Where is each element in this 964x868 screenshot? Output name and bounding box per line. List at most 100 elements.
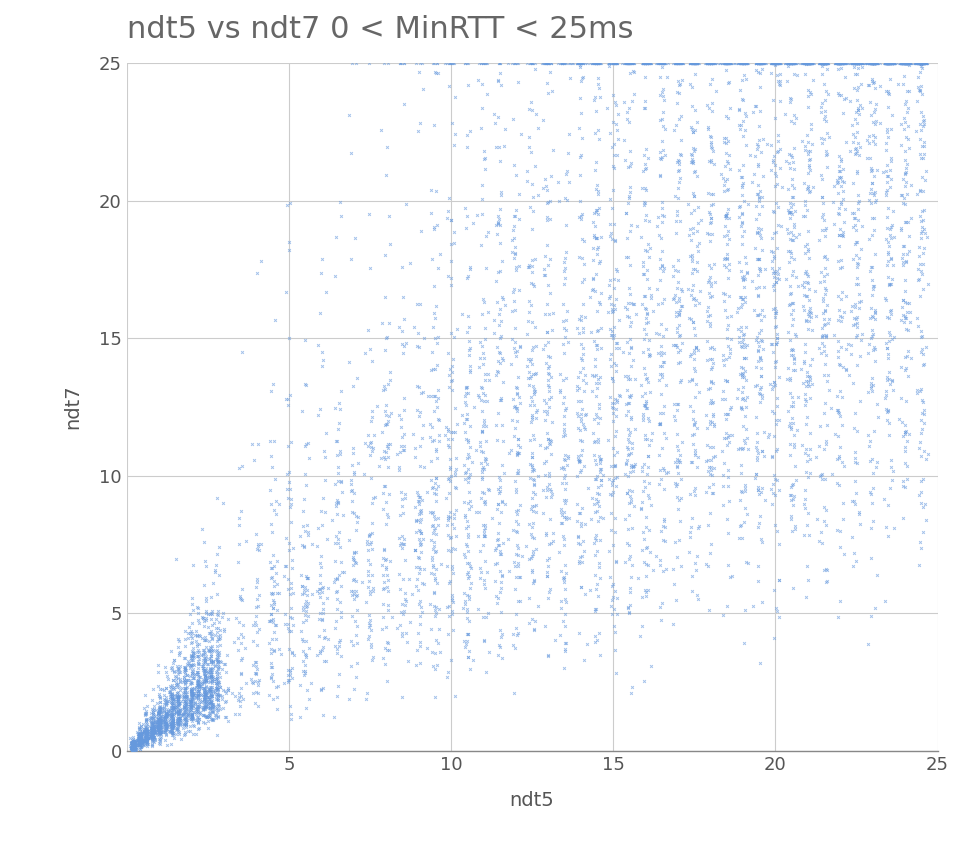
Point <box>540 432 555 446</box>
Point <box>771 573 787 587</box>
Point <box>537 268 552 282</box>
Point <box>867 56 882 70</box>
Point <box>185 653 201 667</box>
Point <box>797 194 813 207</box>
Point <box>159 739 174 753</box>
Point <box>621 56 636 70</box>
Point <box>850 214 866 227</box>
Point <box>506 281 522 295</box>
Point <box>145 725 160 739</box>
Point <box>231 589 247 603</box>
Point <box>124 739 140 753</box>
Point <box>198 667 213 681</box>
Point <box>764 261 780 275</box>
Point <box>164 720 179 734</box>
Point <box>622 552 637 566</box>
Point <box>415 605 430 619</box>
Point <box>719 238 735 252</box>
Point <box>447 90 463 104</box>
Point <box>123 740 139 754</box>
Point <box>508 56 523 70</box>
Point <box>183 709 199 723</box>
Point <box>768 444 784 458</box>
Point <box>671 163 686 177</box>
Point <box>717 56 733 70</box>
Point <box>447 127 463 141</box>
Point <box>201 607 216 621</box>
Point <box>294 632 309 646</box>
Point <box>572 453 587 467</box>
Point <box>687 56 703 70</box>
Point <box>571 56 586 70</box>
Point <box>886 56 901 70</box>
Point <box>262 483 278 496</box>
Point <box>920 447 935 461</box>
Point <box>837 56 852 70</box>
Point <box>689 255 705 269</box>
Point <box>426 279 442 293</box>
Point <box>267 503 282 517</box>
Point <box>365 490 381 504</box>
Point <box>181 694 197 708</box>
Point <box>381 642 396 656</box>
Point <box>639 401 655 415</box>
Point <box>778 107 793 121</box>
Point <box>857 56 872 70</box>
Point <box>188 705 203 719</box>
Point <box>170 694 185 707</box>
Point <box>587 56 602 70</box>
Point <box>899 120 915 134</box>
Point <box>898 255 914 269</box>
Point <box>125 734 141 748</box>
Point <box>146 727 161 740</box>
Point <box>204 671 220 685</box>
Point <box>847 112 863 126</box>
Point <box>751 56 766 70</box>
Point <box>504 413 520 427</box>
Point <box>623 388 638 402</box>
Point <box>641 214 656 228</box>
Point <box>153 701 169 715</box>
Point <box>170 717 185 731</box>
Point <box>832 164 847 178</box>
Point <box>441 628 456 641</box>
Point <box>913 151 928 165</box>
Point <box>362 613 378 627</box>
Point <box>558 512 574 526</box>
Point <box>706 440 721 454</box>
Point <box>606 602 622 615</box>
Point <box>172 727 187 741</box>
Point <box>426 659 442 673</box>
Point <box>158 705 174 719</box>
Point <box>189 634 204 648</box>
Point <box>190 715 205 729</box>
Point <box>849 56 865 70</box>
Point <box>441 438 456 452</box>
Point <box>510 556 525 570</box>
Point <box>541 550 556 564</box>
Point <box>912 56 927 70</box>
Point <box>653 151 668 165</box>
Point <box>716 294 732 308</box>
Point <box>487 312 502 326</box>
Point <box>618 251 633 265</box>
Point <box>655 56 670 70</box>
Point <box>863 151 878 165</box>
Point <box>796 56 812 70</box>
Point <box>147 723 162 737</box>
Point <box>490 532 505 546</box>
Point <box>704 56 719 70</box>
Point <box>203 689 219 703</box>
Point <box>711 56 727 70</box>
Point <box>185 557 201 571</box>
Point <box>458 386 473 400</box>
Point <box>263 586 279 600</box>
Point <box>177 690 193 704</box>
Point <box>879 56 895 70</box>
Point <box>131 736 147 750</box>
Point <box>525 575 541 589</box>
Point <box>916 282 931 296</box>
Point <box>163 711 178 725</box>
Point <box>179 657 195 671</box>
Point <box>131 734 147 748</box>
